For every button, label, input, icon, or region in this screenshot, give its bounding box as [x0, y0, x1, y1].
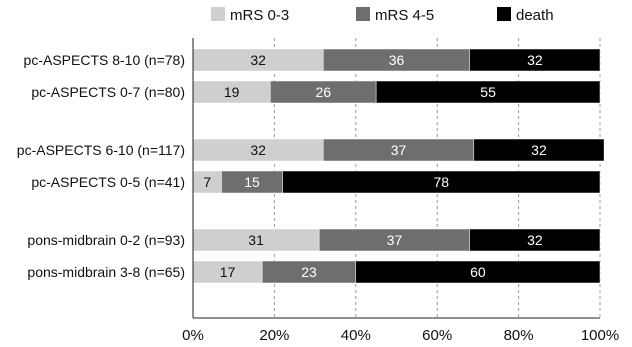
legend-swatch [356, 7, 370, 21]
data-label: 17 [220, 264, 236, 280]
data-label: 23 [301, 264, 317, 280]
data-label: 15 [244, 174, 260, 190]
x-tick-label: 40% [341, 327, 371, 344]
legend-label: mRS 4-5 [375, 7, 434, 24]
data-label: 31 [248, 232, 264, 248]
bar-segment [469, 48, 601, 72]
data-label: 19 [224, 84, 240, 100]
bars [192, 48, 605, 284]
bar-segment [469, 228, 601, 252]
data-label: 26 [315, 84, 331, 100]
data-label: 60 [470, 264, 486, 280]
legend-label: death [516, 7, 554, 24]
bar-segment [355, 260, 601, 284]
data-label: 78 [433, 174, 449, 190]
category-label: pc-ASPECTS 6-10 (n=117) [17, 142, 185, 158]
data-label: 7 [203, 174, 211, 190]
data-label: 32 [250, 142, 266, 158]
legend-swatch [497, 7, 511, 21]
legend-swatch [211, 7, 225, 21]
x-tick-label: 100% [581, 327, 619, 344]
data-label: 37 [387, 232, 403, 248]
bar-segment [375, 80, 601, 104]
x-axis: 0% 20% 40% 60% 80% 100% [182, 38, 619, 344]
x-tick-label: 0% [182, 327, 204, 344]
value-labels: 32 36 32 19 26 55 32 37 32 7 15 78 31 37 32 17 23 60 [203, 52, 547, 280]
category-label: pons-midbrain 3-8 (n=65) [27, 264, 185, 280]
data-label: 36 [389, 52, 405, 68]
data-label: 32 [527, 52, 543, 68]
legend-label: mRS 0-3 [230, 7, 289, 24]
category-label: pons-midbrain 0-2 (n=93) [27, 232, 185, 248]
x-tick-label: 20% [259, 327, 289, 344]
category-label: pc-ASPECTS 0-7 (n=80) [31, 84, 185, 100]
category-label: pc-ASPECTS 0-5 (n=41) [31, 174, 185, 190]
data-label: 55 [480, 84, 496, 100]
category-label: pc-ASPECTS 8-10 (n=78) [24, 52, 185, 68]
bar-segment [282, 170, 601, 194]
data-label: 32 [527, 232, 543, 248]
x-tick-label: 60% [422, 327, 452, 344]
category-labels: pc-ASPECTS 8-10 (n=78) pc-ASPECTS 0-7 (n=… [17, 52, 185, 280]
x-tick-label: 80% [504, 327, 534, 344]
data-label: 32 [250, 52, 266, 68]
bar-segment [473, 138, 605, 162]
data-label: 37 [391, 142, 407, 158]
data-label: 32 [531, 142, 547, 158]
legend: mRS 0-3 mRS 4-5 death [211, 7, 554, 24]
